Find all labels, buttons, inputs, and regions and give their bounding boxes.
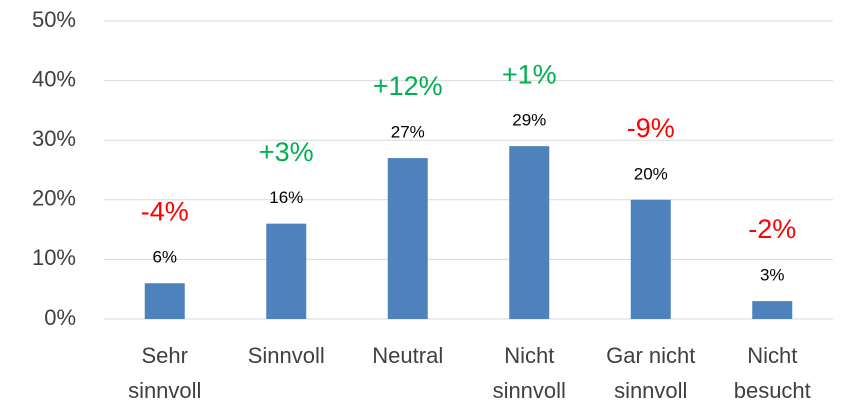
data-label: 27% (391, 123, 425, 142)
x-tick-label: sinnvoll (493, 378, 566, 403)
y-tick-label: 50% (32, 7, 76, 32)
bar (266, 223, 307, 319)
bar (630, 199, 671, 319)
y-tick-label: 40% (32, 66, 76, 91)
x-tick-label: Sinnvoll (248, 343, 325, 368)
change-label: +12% (373, 71, 443, 101)
y-tick-label: 10% (32, 245, 76, 270)
x-tick-label: Nicht (504, 343, 554, 368)
y-tick-label: 30% (32, 126, 76, 151)
bar (509, 146, 550, 319)
data-label: 3% (760, 266, 785, 285)
y-tick-label: 0% (44, 305, 76, 330)
data-label: 29% (512, 111, 546, 130)
change-label: -9% (627, 113, 675, 143)
data-label: 6% (152, 248, 177, 267)
x-tick-label: Nicht (747, 343, 797, 368)
x-tick-label: Gar nicht (606, 343, 695, 368)
x-tick-label: Sehr (142, 343, 188, 368)
change-label: +3% (259, 137, 314, 167)
change-label: +1% (502, 59, 557, 89)
bar (387, 158, 428, 319)
x-tick-label: Neutral (372, 343, 443, 368)
bar (752, 301, 793, 319)
data-label: 20% (634, 164, 668, 183)
data-label: 16% (269, 188, 303, 207)
bar (144, 283, 185, 319)
y-tick-label: 20% (32, 186, 76, 211)
x-tick-label: besucht (734, 378, 811, 403)
change-label: -2% (748, 214, 796, 244)
x-tick-label: sinnvoll (128, 378, 201, 403)
change-label: -4% (141, 196, 189, 226)
x-tick-label: sinnvoll (614, 378, 687, 403)
